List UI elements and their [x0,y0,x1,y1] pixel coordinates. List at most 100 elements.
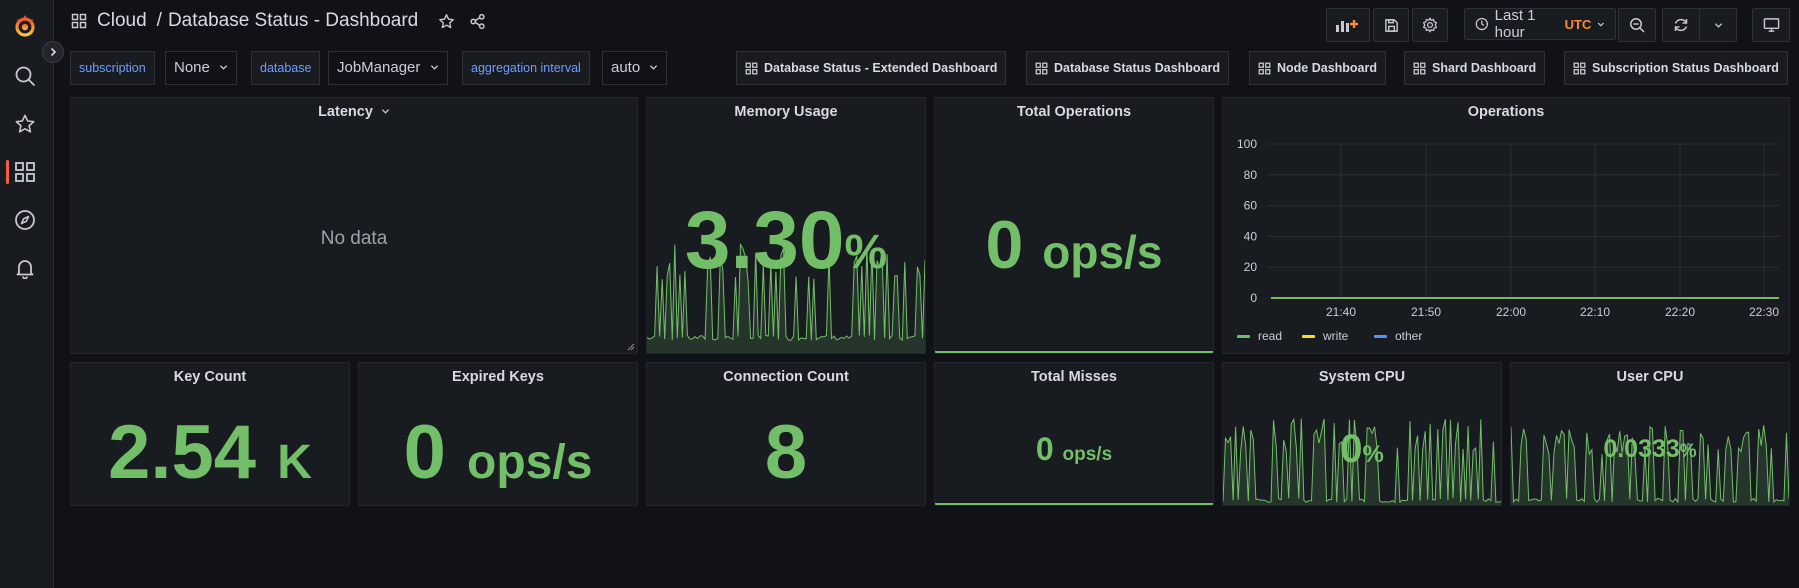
panel-title-user-cpu: User CPU [1616,369,1684,385]
panel-title-expired-keys: Expired Keys [452,369,544,385]
chevron-down-icon [650,65,658,70]
star-icon[interactable] [12,111,38,137]
star-icon[interactable] [438,13,455,30]
search-icon[interactable] [12,63,38,89]
no-data-message: No data [320,228,388,249]
breadcrumb-separator: / [156,10,162,31]
variable-label-database: database [251,51,321,85]
chevron-down-icon [430,65,438,70]
clock-icon [1475,17,1489,31]
variable-select-database[interactable]: JobManager [328,51,448,85]
total-misses-value: 0 ops/s [1035,431,1113,467]
panel-title-system-cpu: System CPU [1318,369,1406,385]
link-extended-dashboard[interactable]: Database Status - Extended Dashboard [736,51,1007,85]
timezone-label: UTC [1564,16,1592,32]
variable-value: JobManager [337,59,421,76]
bell-icon[interactable] [12,255,38,281]
panel-title-latency[interactable]: Latency [71,104,637,120]
link-label: Database Status Dashboard [1054,61,1221,75]
active-indicator [6,160,9,184]
legend-swatch-other [1374,335,1387,338]
page-title: Database Status - Dashboard [167,10,419,31]
share-icon[interactable] [469,13,486,30]
user-cpu-sparkline [1511,425,1789,505]
panel-operations[interactable]: Operations 0 20 40 60 80 100 21:40 21:50 22:00 22… [1222,97,1790,354]
add-panel-button[interactable] [1326,8,1370,42]
monitor-icon [1763,18,1779,32]
grafana-logo-icon[interactable] [12,13,38,39]
x-tick-label: 22:30 [1749,305,1779,319]
link-label: Node Dashboard [1277,61,1378,75]
breadcrumb: Cloud / Database Status - Dashboard [71,10,486,32]
panel-latency[interactable]: Latency No data [70,97,638,354]
sparkline-line [647,242,925,342]
memory-usage-value: 3.30% [684,195,888,286]
x-tick-label: 21:50 [1411,305,1441,319]
flat-sparkline [935,503,1213,505]
key-count-value: 2.54 K [108,410,312,495]
dashboard-settings-button[interactable] [1412,8,1448,42]
time-range-picker[interactable]: Last 1 hour UTC [1464,7,1616,41]
panel-key-count[interactable]: Key Count 2.54 K [70,362,350,506]
dashboard-link-icon [745,62,758,74]
breadcrumb-folder-link[interactable]: Cloud [97,10,147,31]
link-label: Shard Dashboard [1432,61,1537,75]
variable-select-subscription[interactable]: None [165,51,238,85]
link-node-dashboard[interactable]: Node Dashboard [1249,51,1387,85]
y-tick-label: 20 [1244,260,1258,274]
sparkline-area [1511,425,1789,505]
panel-connection-count[interactable]: Connection Count 8 [646,362,926,506]
panel-title-operations: Operations [1467,104,1545,120]
flat-sparkline [935,351,1213,353]
chevron-down-icon [219,65,228,70]
expired-keys-value: 0 ops/s [403,410,593,495]
panel-memory-usage[interactable]: Memory Usage 3.30% [646,97,926,354]
x-tick-label: 22:20 [1665,305,1695,319]
gear-icon [1422,17,1438,33]
y-tick-label: 60 [1244,199,1258,213]
sidebar-expand-button[interactable] [42,41,64,63]
panel-title-total-misses: Total Misses [1031,369,1117,385]
operations-chart: 0 20 40 60 80 100 21:40 21:50 22:00 22:10 22:20 22:… [1237,137,1779,343]
link-subscription-status-dashboard[interactable]: Subscription Status Dashboard [1564,51,1788,85]
panel-title-total-operations: Total Operations [1016,104,1132,120]
top-navbar: Cloud / Database Status - Dashboard Last… [53,0,1799,48]
panel-title-key-count: Key Count [173,369,247,385]
panel-user-cpu[interactable]: User CPU 0.0333% [1510,362,1790,506]
variable-label-aggregation-interval: aggregation interval [462,51,590,85]
dashboards-grid-icon[interactable] [12,159,38,185]
variable-value: auto [611,59,641,76]
zoom-out-icon [1630,18,1645,33]
variable-select-aggregation-interval[interactable]: auto [602,51,668,85]
system-cpu-value: 0% [1340,427,1384,471]
chevron-down-icon [1598,22,1605,26]
resize-handle-icon[interactable] [627,343,635,351]
panel-system-cpu[interactable]: System CPU 0% [1222,362,1502,506]
x-tick-label: 22:00 [1496,305,1526,319]
x-tick-label: 21:40 [1326,305,1356,319]
refresh-button[interactable] [1662,8,1700,42]
link-shard-dashboard[interactable]: Shard Dashboard [1404,51,1546,85]
dashboards-grid-icon [71,13,87,29]
refresh-icon [1674,18,1688,32]
panel-title-connection-count: Connection Count [723,369,849,385]
legend-swatch-read [1237,335,1250,338]
tv-mode-button[interactable] [1752,8,1790,42]
legend-label-other: other [1395,329,1422,343]
compass-icon[interactable] [12,207,38,233]
link-database-status-dashboard[interactable]: Database Status Dashboard [1026,51,1230,85]
total-operations-value: 0 ops/s [985,207,1163,283]
panel-total-misses[interactable]: Total Misses 0 ops/s [934,362,1214,506]
panel-total-operations[interactable]: Total Operations 0 ops/s [934,97,1214,354]
legend-swatch-write [1302,335,1315,338]
sparkline-line [1511,425,1789,504]
legend-label-read: read [1258,329,1282,343]
save-icon [1384,18,1398,32]
sidebar [0,0,54,588]
refresh-interval-dropdown[interactable] [1699,8,1737,42]
zoom-out-button[interactable] [1618,8,1656,42]
chevron-down-icon [381,109,390,114]
save-dashboard-button[interactable] [1373,8,1409,42]
connection-count-value: 8 [764,410,808,495]
panel-expired-keys[interactable]: Expired Keys 0 ops/s [358,362,638,506]
